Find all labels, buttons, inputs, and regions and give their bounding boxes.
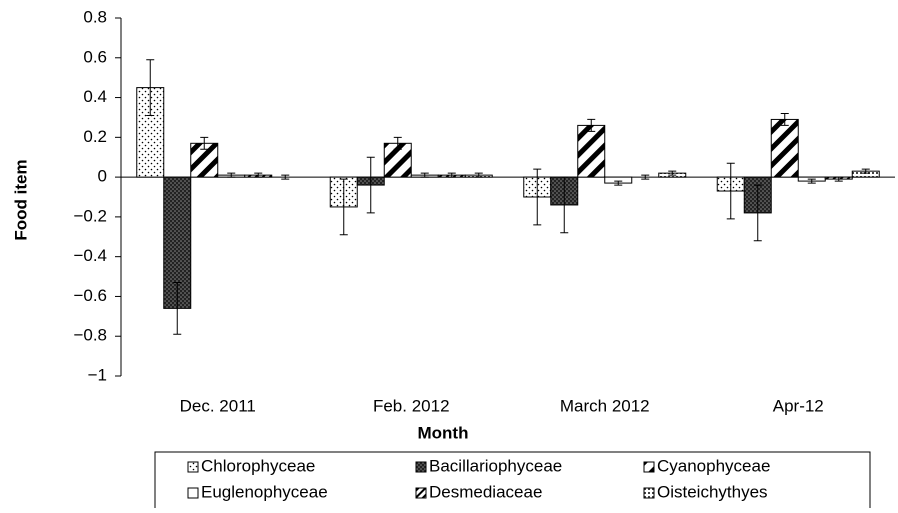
error-bar — [753, 184, 762, 242]
x-tick-label: Apr-12 — [773, 396, 824, 415]
legend-label: Desmediaceae — [429, 482, 542, 501]
legend-swatch — [187, 487, 199, 499]
legend-swatch — [643, 461, 655, 473]
legend-swatch — [643, 487, 655, 499]
bar — [577, 124, 606, 178]
legend-label: Euglenophyceae — [201, 482, 328, 501]
error-bar — [447, 172, 456, 178]
error-bar — [393, 136, 402, 150]
x-tick-label: March 2012 — [560, 396, 650, 415]
error-bar — [861, 168, 870, 174]
legend-swatch — [187, 461, 199, 473]
y-tick-label: 0.2 — [83, 127, 107, 146]
legend-label: Oisteichythyes — [657, 482, 768, 501]
legend-swatch — [415, 461, 427, 473]
error-bar — [254, 172, 263, 178]
x-axis-title: Month — [418, 423, 469, 442]
legend-label: Cyanophyceae — [657, 456, 770, 475]
error-bar — [834, 176, 843, 182]
y-tick-label: 0.8 — [83, 7, 107, 26]
legend-label: Chlorophyceae — [201, 456, 315, 475]
error-bar — [146, 59, 155, 116]
error-bar — [366, 156, 375, 214]
bar — [770, 118, 799, 178]
error-bar — [227, 172, 236, 178]
x-tick-label: Dec. 2011 — [180, 396, 256, 415]
legend-swatch — [415, 487, 427, 499]
y-tick-label: −0.6 — [73, 286, 107, 305]
y-tick-label: 0.6 — [83, 47, 107, 66]
y-tick-label: −0.2 — [73, 206, 107, 225]
error-bar — [339, 178, 348, 236]
y-tick-label: 0.4 — [83, 87, 107, 106]
error-bar — [533, 168, 542, 226]
y-tick-label: −0.4 — [73, 246, 107, 265]
error-bar — [420, 172, 429, 178]
error-bar — [641, 174, 650, 180]
error-bar — [780, 112, 789, 126]
y-tick-label: −0.8 — [73, 326, 107, 345]
error-bar — [281, 174, 290, 180]
legend-label: Bacillariophyceae — [429, 456, 562, 475]
error-bar — [587, 118, 596, 132]
error-bar — [200, 136, 209, 150]
y-tick-label: 0 — [98, 167, 107, 186]
error-bar — [668, 170, 677, 176]
error-bar — [474, 172, 483, 178]
x-tick-label: Feb. 2012 — [373, 396, 450, 415]
error-bar — [807, 178, 816, 184]
y-axis-title: Food item — [11, 159, 30, 240]
error-bar — [614, 180, 623, 186]
error-bar — [173, 282, 182, 335]
error-bar — [560, 176, 569, 234]
error-bar — [726, 162, 735, 220]
y-tick-label: −1 — [88, 365, 107, 384]
